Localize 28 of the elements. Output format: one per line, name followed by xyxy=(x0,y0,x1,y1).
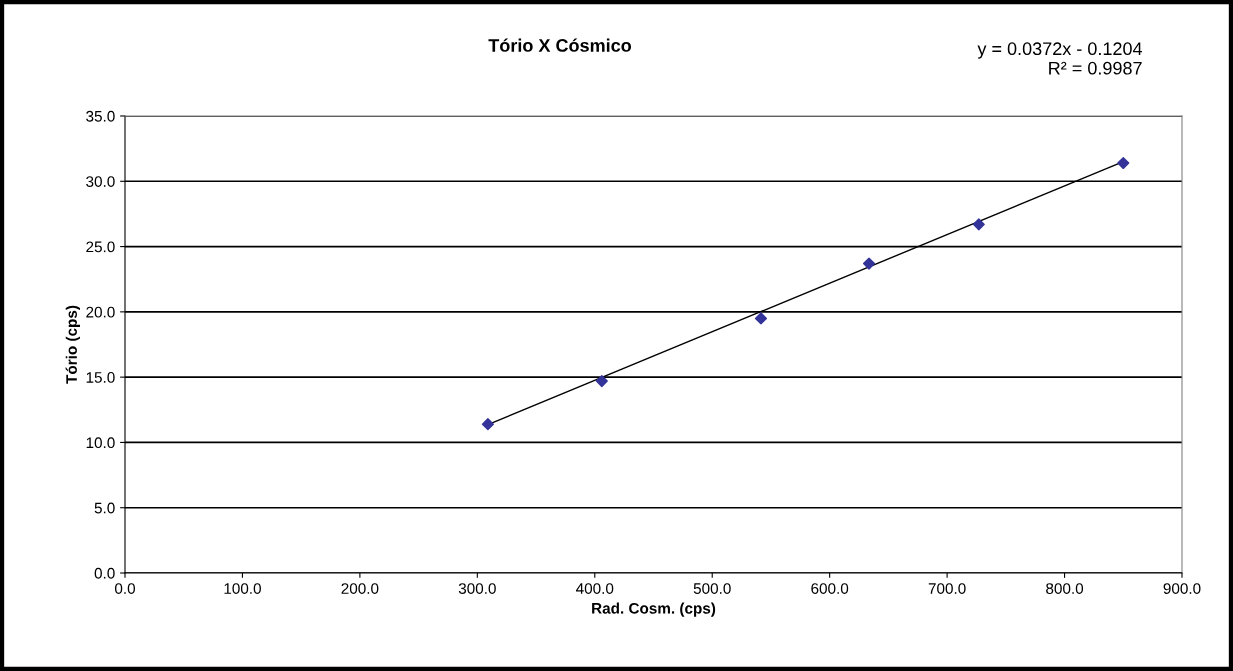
x-tick-label: 800.0 xyxy=(1046,583,1084,594)
x-tick-label: 500.0 xyxy=(693,583,731,594)
y-tick-label: 10.0 xyxy=(86,437,115,449)
x-tick-label: 200.0 xyxy=(341,583,379,594)
x-tick-label: 700.0 xyxy=(928,583,966,594)
y-tick-label: 20.0 xyxy=(86,306,115,318)
point xyxy=(1117,156,1130,170)
x-tick-label: 0.0 xyxy=(114,583,136,594)
point xyxy=(862,257,876,270)
x-tick-label: 100.0 xyxy=(224,583,261,594)
y-tick-label: 0.0 xyxy=(94,567,115,579)
text: y = 0.0372x - 0.1204 R² = 0.9987 xyxy=(977,42,1143,75)
x-tick-label: 900.0 xyxy=(1163,583,1201,594)
y-tick-label: 25.0 xyxy=(86,241,115,253)
chart-title: Tório X Cósmico xyxy=(488,38,632,52)
x-tick-label: 400.0 xyxy=(576,583,614,594)
y-tick-label: 5.0 xyxy=(94,502,115,514)
point xyxy=(481,418,494,431)
x-tick-label: 300.0 xyxy=(458,583,496,594)
point xyxy=(595,374,608,388)
x-axis-title: Rad. Cosm. (cps) xyxy=(592,602,716,617)
point xyxy=(754,312,768,325)
point xyxy=(972,218,985,231)
x-tick-label: 600.0 xyxy=(811,583,849,594)
y-tick-label: 30.0 xyxy=(86,176,115,187)
y-axis-title: Tório (cps) xyxy=(65,305,80,384)
y-tick-label: 15.0 xyxy=(86,372,115,383)
y-tick-label: 35.0 xyxy=(86,110,115,122)
